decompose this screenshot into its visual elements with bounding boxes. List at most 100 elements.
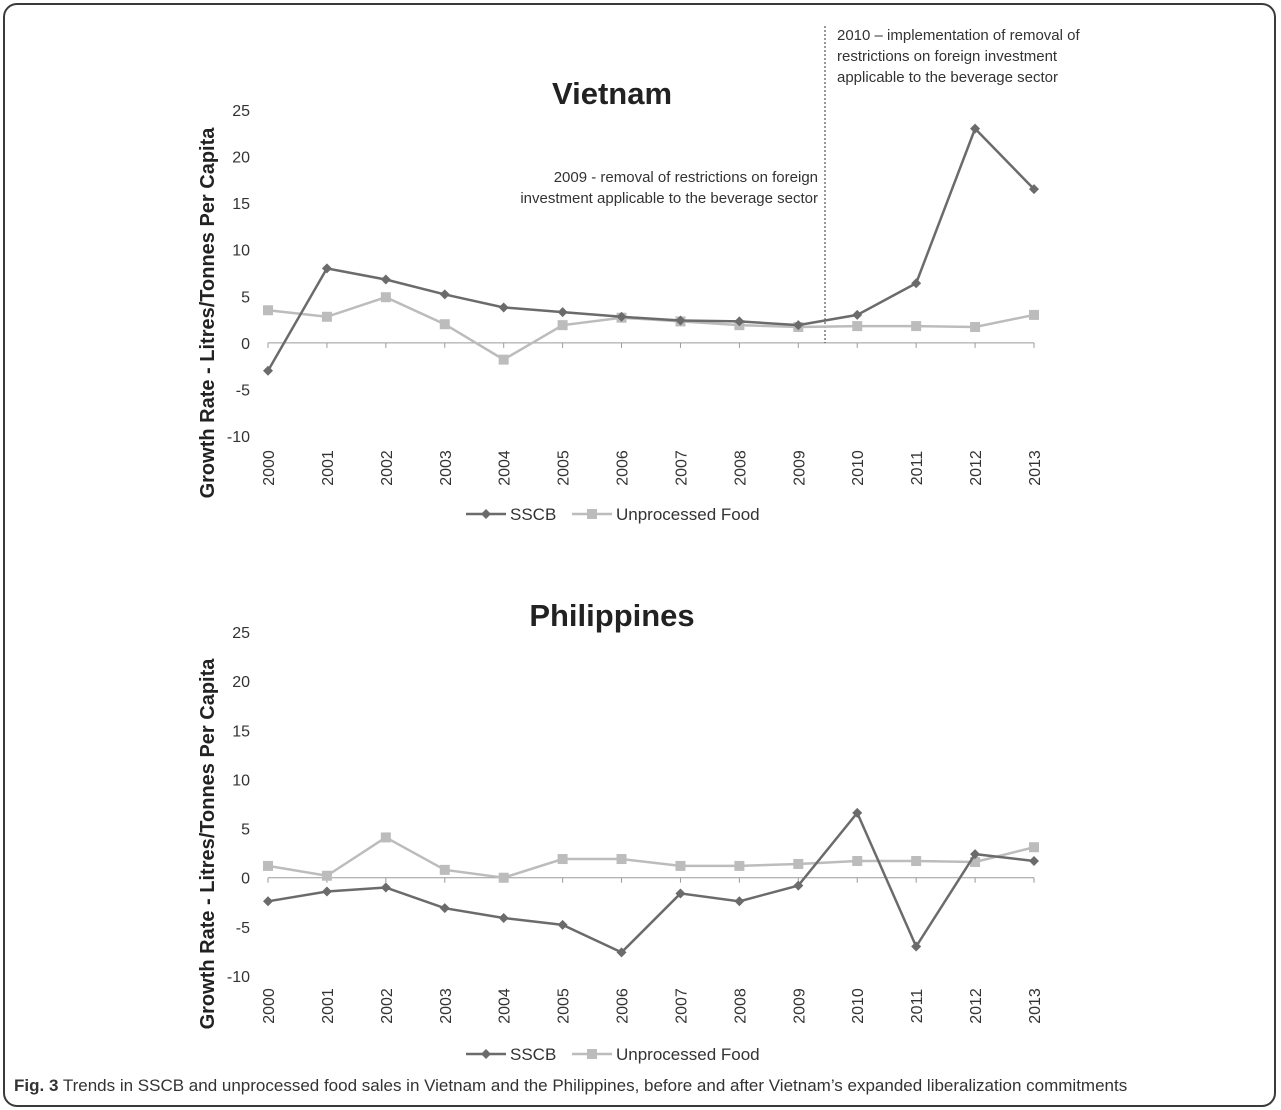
panel-1-sscb-point-4 (498, 302, 509, 313)
panel-2-unprocessed-food-point-1 (321, 870, 332, 881)
panel-1-y-tick-label-5: 15 (232, 196, 250, 213)
panel-2-unprocessed-food-point-4 (498, 872, 509, 883)
panel-2-x-tick-label-2: 2002 (379, 988, 396, 1024)
panel-2-unprocessed-food-point-13 (1029, 842, 1039, 853)
panel-2-sscb-point-1 (321, 886, 332, 897)
panel-2-unprocessed-food-point-6 (616, 854, 627, 865)
figure-caption: Fig. 3 Trends in SSCB and unprocessed fo… (14, 1076, 1269, 1096)
panel-2-legend-sscb-label: SSCB (510, 1045, 556, 1064)
panel-2-y-tick-label-0: -10 (227, 969, 250, 986)
panel-2-legend-unprocessed-food-swatch-marker (587, 1049, 597, 1059)
panel-1-x-tick-label-9: 2009 (791, 450, 808, 486)
figure-charts: Vietnam Growth Rate - Litres/Tonnes Per C… (197, 26, 1080, 1064)
panel-2-unprocessed-food-point-0 (263, 860, 273, 871)
panel-1-y-tick-label-1: -5 (236, 382, 250, 399)
panel-2-sscb-point-11 (911, 941, 922, 952)
panel-2-legend-sscb-swatch-marker (481, 1049, 491, 1059)
panel-1-sscb-point-5 (557, 307, 568, 318)
panel-1-x-tick-label-12: 2012 (968, 450, 985, 486)
panel-1-legend-unprocessed-food-swatch-marker (587, 509, 597, 519)
panel-2-unprocessed-food-point-3 (439, 864, 450, 875)
panel-2-x-tick-label-4: 2004 (497, 988, 514, 1024)
panel-1-sscb-point-8 (734, 316, 745, 327)
panel-2-y-tick-label-5: 15 (232, 723, 250, 740)
panel-2-x-tick-label-12: 2012 (968, 988, 985, 1024)
panel-1-annotation-2-line-1: 2010 – implementation of removal of (837, 27, 1080, 44)
panel-2-sscb-point-13 (1029, 856, 1039, 867)
panel-2-sscb-point-8 (734, 896, 745, 907)
panel-2-sscb-point-6 (616, 947, 627, 958)
panel-1-y-tick-label-2: 0 (241, 336, 250, 353)
panel-2-unprocessed-food-point-12 (970, 856, 981, 867)
panel-2-unprocessed-food-point-9 (793, 858, 804, 869)
panel-2-y-axis-label: Growth Rate - Litres/Tonnes Per Capita (197, 658, 219, 1030)
panel-1-sscb-point-3 (439, 289, 450, 300)
panel-1-sscb-point-6 (616, 311, 627, 322)
panel-2-y-tick-label-1: -5 (236, 920, 250, 937)
panel-1-unprocessed-food-point-10 (852, 321, 863, 332)
panel-1-annotation-1-line-2: investment applicable to the beverage se… (520, 190, 818, 207)
panel-1-sscb-point-2 (380, 274, 391, 285)
panel-2-x-tick-label-6: 2006 (615, 988, 632, 1024)
panel-2-sscb-line (267, 810, 1035, 954)
panel-1-unprocessed-food-point-0 (263, 305, 273, 316)
panel-1-legend-sscb-swatch-marker (481, 509, 491, 519)
panel-2-x-tick-label-7: 2007 (673, 988, 690, 1024)
panel-2-sscb-point-3 (439, 903, 450, 914)
panel-1-y-tick-label-7: 25 (232, 103, 250, 120)
panel-1-x-tick-label-6: 2006 (615, 450, 632, 486)
panel-2-unprocessed-food-line (267, 835, 1035, 879)
panel-2-y-tick-label-7: 25 (232, 625, 250, 642)
panel-1-annotation-2-line-2: restrictions on foreign investment (837, 48, 1058, 65)
panel-1-unprocessed-food-point-5 (557, 320, 568, 331)
panel-2-x-tick-label-11: 2011 (909, 989, 926, 1024)
panel-2-unprocessed-food-point-10 (852, 856, 863, 867)
panel-1-legend-sscb-label: SSCB (510, 505, 556, 524)
panel-2-chart-title: Philippines (529, 598, 694, 633)
panel-1-sscb-line (266, 126, 1035, 372)
panel-1-y-tick-label-3: 5 (241, 289, 250, 306)
panel-1-sscb-point-13 (1029, 184, 1039, 195)
panel-1-legend-unprocessed-food-label: Unprocessed Food (616, 505, 760, 524)
panel-2-sscb-point-2 (380, 882, 391, 893)
panel-1-unprocessed-food-point-1 (321, 311, 332, 322)
panel-1-sscb-point-9 (793, 320, 804, 331)
panel-1-unprocessed-food-point-2 (380, 292, 391, 303)
panel-1-x-tick-label-2: 2002 (379, 450, 396, 486)
panel-2-x-tick-label-1: 2001 (320, 988, 337, 1024)
panel-2-unprocessed-food-point-8 (734, 860, 745, 871)
panel-1-sscb-point-7 (675, 315, 686, 326)
panel-2-sscb-point-9 (793, 880, 804, 891)
panel-1-x-tick-label-5: 2005 (556, 450, 573, 486)
panel-1-sscb-point-1 (321, 263, 332, 274)
panel-2-x-tick-label-5: 2005 (556, 988, 573, 1024)
panel-1-x-tick-label-1: 2001 (320, 450, 337, 486)
panel-2-sscb-point-12 (970, 849, 981, 860)
panel-2-x-tick-label-3: 2003 (438, 988, 455, 1024)
panel-2-sscb-point-4 (498, 913, 509, 924)
panel-2-x-tick-label-10: 2010 (850, 988, 867, 1024)
panel-1-x-tick-label-8: 2008 (732, 450, 749, 486)
panel-2-sscb-point-5 (557, 919, 568, 930)
panel-1-sscb-point-12 (970, 123, 981, 134)
panel-1-unprocessed-food-point-12 (970, 322, 981, 333)
panel-1-x-tick-label-4: 2004 (497, 450, 514, 486)
panel-2-unprocessed-food-point-11 (911, 856, 922, 867)
panel-1-sscb-point-0 (263, 365, 273, 376)
panel-1-sscb-point-10 (852, 309, 863, 320)
panel-1-unprocessed-food-point-3 (439, 319, 450, 330)
panel-1-x-tick-label-10: 2010 (850, 450, 867, 486)
panel-2-unprocessed-food-point-5 (557, 854, 568, 865)
panel-2-sscb-point-10 (852, 807, 863, 818)
panel-1-x-tick-label-11: 2011 (909, 451, 926, 486)
panel-2-x-tick-label-8: 2008 (732, 988, 749, 1024)
panel-1-annotation-1-line-1: 2009 - removal of restrictions on foreig… (554, 169, 818, 186)
panel-2-legend-unprocessed-food-label: Unprocessed Food (616, 1045, 760, 1064)
panel-1-x-tick-label-0: 2000 (261, 450, 278, 486)
panel-1-x-tick-label-13: 2013 (1027, 450, 1044, 486)
panel-2-sscb-point-0 (263, 896, 273, 907)
caption-label: Fig. 3 (14, 1076, 59, 1095)
panel-1-unprocessed-food-point-13 (1029, 309, 1039, 320)
panel-1-unprocessed-food-point-4 (498, 354, 509, 365)
panel-2-x-tick-label-13: 2013 (1027, 988, 1044, 1024)
